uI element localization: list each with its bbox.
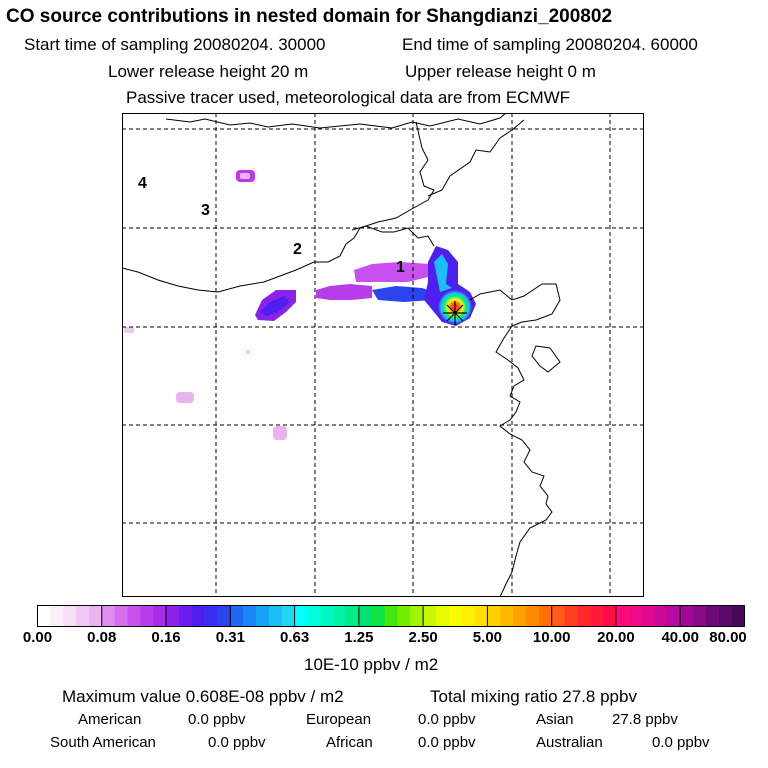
colorbar-cell bbox=[384, 605, 398, 627]
colorbar-cell bbox=[76, 605, 90, 627]
colorbar-tick-label: 10.00 bbox=[532, 629, 571, 646]
colorbar-cell bbox=[294, 605, 308, 627]
colorbar-cell bbox=[551, 605, 565, 627]
source-value: 0.0 ppbv bbox=[188, 711, 246, 728]
start-time-label: Start time of sampling 20080204. 30000 bbox=[24, 35, 326, 54]
upper-release-label: Upper release height 0 m bbox=[405, 62, 596, 81]
star-marker bbox=[443, 301, 467, 325]
colorbar-cell bbox=[410, 605, 424, 627]
source-value: 27.8 ppbv bbox=[612, 711, 678, 728]
colorbar-cell bbox=[358, 605, 373, 627]
maximum-value: Maximum value 0.608E-08 ppbv / m2 bbox=[62, 687, 344, 706]
colorbar-cell bbox=[371, 605, 385, 627]
colorbar-tick-label: 80.00 bbox=[709, 629, 747, 646]
colorbar-tick-label: 0.31 bbox=[215, 629, 245, 646]
colorbar-tick-label: 2.50 bbox=[408, 629, 438, 646]
colorbar-cell bbox=[63, 605, 77, 627]
source-value: 0.0 ppbv bbox=[418, 734, 476, 751]
colorbar-tick-label: 0.08 bbox=[87, 629, 117, 646]
colorbar-cell bbox=[127, 605, 141, 627]
colorbar-tick-label: 0.16 bbox=[151, 629, 181, 646]
colorbar-tick-label: 20.00 bbox=[597, 629, 635, 646]
colorbar-cell bbox=[101, 605, 115, 627]
region-label-1: 1 bbox=[396, 259, 405, 276]
colorbar-cell bbox=[693, 605, 707, 627]
colorbar-cell bbox=[577, 605, 591, 627]
colorbar-tick-label: 40.00 bbox=[661, 629, 699, 646]
map-frame bbox=[122, 113, 644, 597]
colorbar-cell bbox=[281, 605, 295, 627]
region-label-2: 2 bbox=[293, 241, 302, 258]
colorbar-cell bbox=[346, 605, 360, 627]
colorbar-cell bbox=[256, 605, 270, 627]
colorbar-cell bbox=[731, 605, 745, 627]
colorbar-cell bbox=[114, 605, 128, 627]
colorbar-cell bbox=[603, 605, 617, 627]
colorbar-cell bbox=[153, 605, 167, 627]
source-name: Asian bbox=[536, 711, 574, 728]
colorbar-cell bbox=[590, 605, 604, 627]
colorbar-cell bbox=[178, 605, 193, 627]
colorbar-cell bbox=[333, 605, 347, 627]
colorbar-tick-label: 5.00 bbox=[472, 629, 503, 646]
colorbar-cell bbox=[705, 605, 720, 627]
colorbar-cell bbox=[50, 605, 64, 627]
colorbar-cell bbox=[37, 605, 51, 627]
colorbar-cell bbox=[307, 605, 321, 627]
colorbar-cell bbox=[140, 605, 154, 627]
source-name: South American bbox=[50, 734, 156, 751]
colorbar-cell bbox=[680, 605, 694, 627]
colorbar-cell bbox=[718, 605, 732, 627]
colorbar-cell bbox=[448, 605, 462, 627]
colorbar-cell bbox=[615, 605, 630, 627]
total-mixing-ratio: Total mixing ratio 27.8 ppbv bbox=[430, 687, 637, 706]
colorbar-cell bbox=[230, 605, 244, 627]
colorbar-cell bbox=[500, 605, 514, 627]
source-value: 0.0 ppbv bbox=[418, 711, 476, 728]
colorbar-cell bbox=[243, 605, 257, 627]
colorbar-cell bbox=[423, 605, 437, 627]
region-label-3: 3 bbox=[201, 202, 210, 219]
source-value: 0.0 ppbv bbox=[652, 734, 710, 751]
map-boundaries bbox=[122, 113, 561, 597]
colorbar-cell bbox=[513, 605, 527, 627]
region-label-4: 4 bbox=[138, 175, 147, 192]
colorbar-cell bbox=[435, 605, 450, 627]
colorbar-cell bbox=[628, 605, 642, 627]
source-name: Australian bbox=[536, 734, 603, 751]
map-gridlines bbox=[122, 113, 644, 597]
colorbar-cell bbox=[166, 605, 180, 627]
colorbar-cell bbox=[474, 605, 488, 627]
plot-title: CO source contributions in nested domain… bbox=[6, 6, 613, 27]
colorbar-cell bbox=[320, 605, 334, 627]
lower-release-label: Lower release height 20 m bbox=[108, 62, 309, 81]
source-value: 0.0 ppbv bbox=[208, 734, 266, 751]
source-name: European bbox=[306, 711, 372, 728]
colorbar-cell bbox=[268, 605, 283, 627]
colorbar-cell bbox=[487, 605, 501, 627]
colorbar-cell bbox=[641, 605, 655, 627]
colorbar-unit: 10E-10 ppbv / m2 bbox=[304, 655, 439, 674]
colorbar-tick-label: 0.00 bbox=[22, 629, 53, 646]
concentration-plume bbox=[124, 170, 476, 440]
info-label: Passive tracer used, meteorological data… bbox=[126, 88, 571, 107]
colorbar-tick-label: 0.63 bbox=[279, 629, 310, 646]
end-time-label: End time of sampling 20080204. 60000 bbox=[402, 35, 698, 54]
colorbar-cell bbox=[204, 605, 218, 627]
colorbar-cell bbox=[217, 605, 231, 627]
colorbar-cell bbox=[461, 605, 475, 627]
colorbar-cell bbox=[564, 605, 578, 627]
colorbar-cell bbox=[667, 605, 681, 627]
colorbar-cell bbox=[654, 605, 668, 627]
colorbar-cell bbox=[397, 605, 411, 627]
source-name: African bbox=[326, 734, 373, 751]
colorbar-tick-label: 1.25 bbox=[344, 629, 374, 646]
colorbar-cell bbox=[525, 605, 540, 627]
colorbar-cell bbox=[538, 605, 552, 627]
source-name: American bbox=[78, 711, 142, 728]
colorbar-cell bbox=[191, 605, 205, 627]
colorbar-cell bbox=[88, 605, 103, 627]
